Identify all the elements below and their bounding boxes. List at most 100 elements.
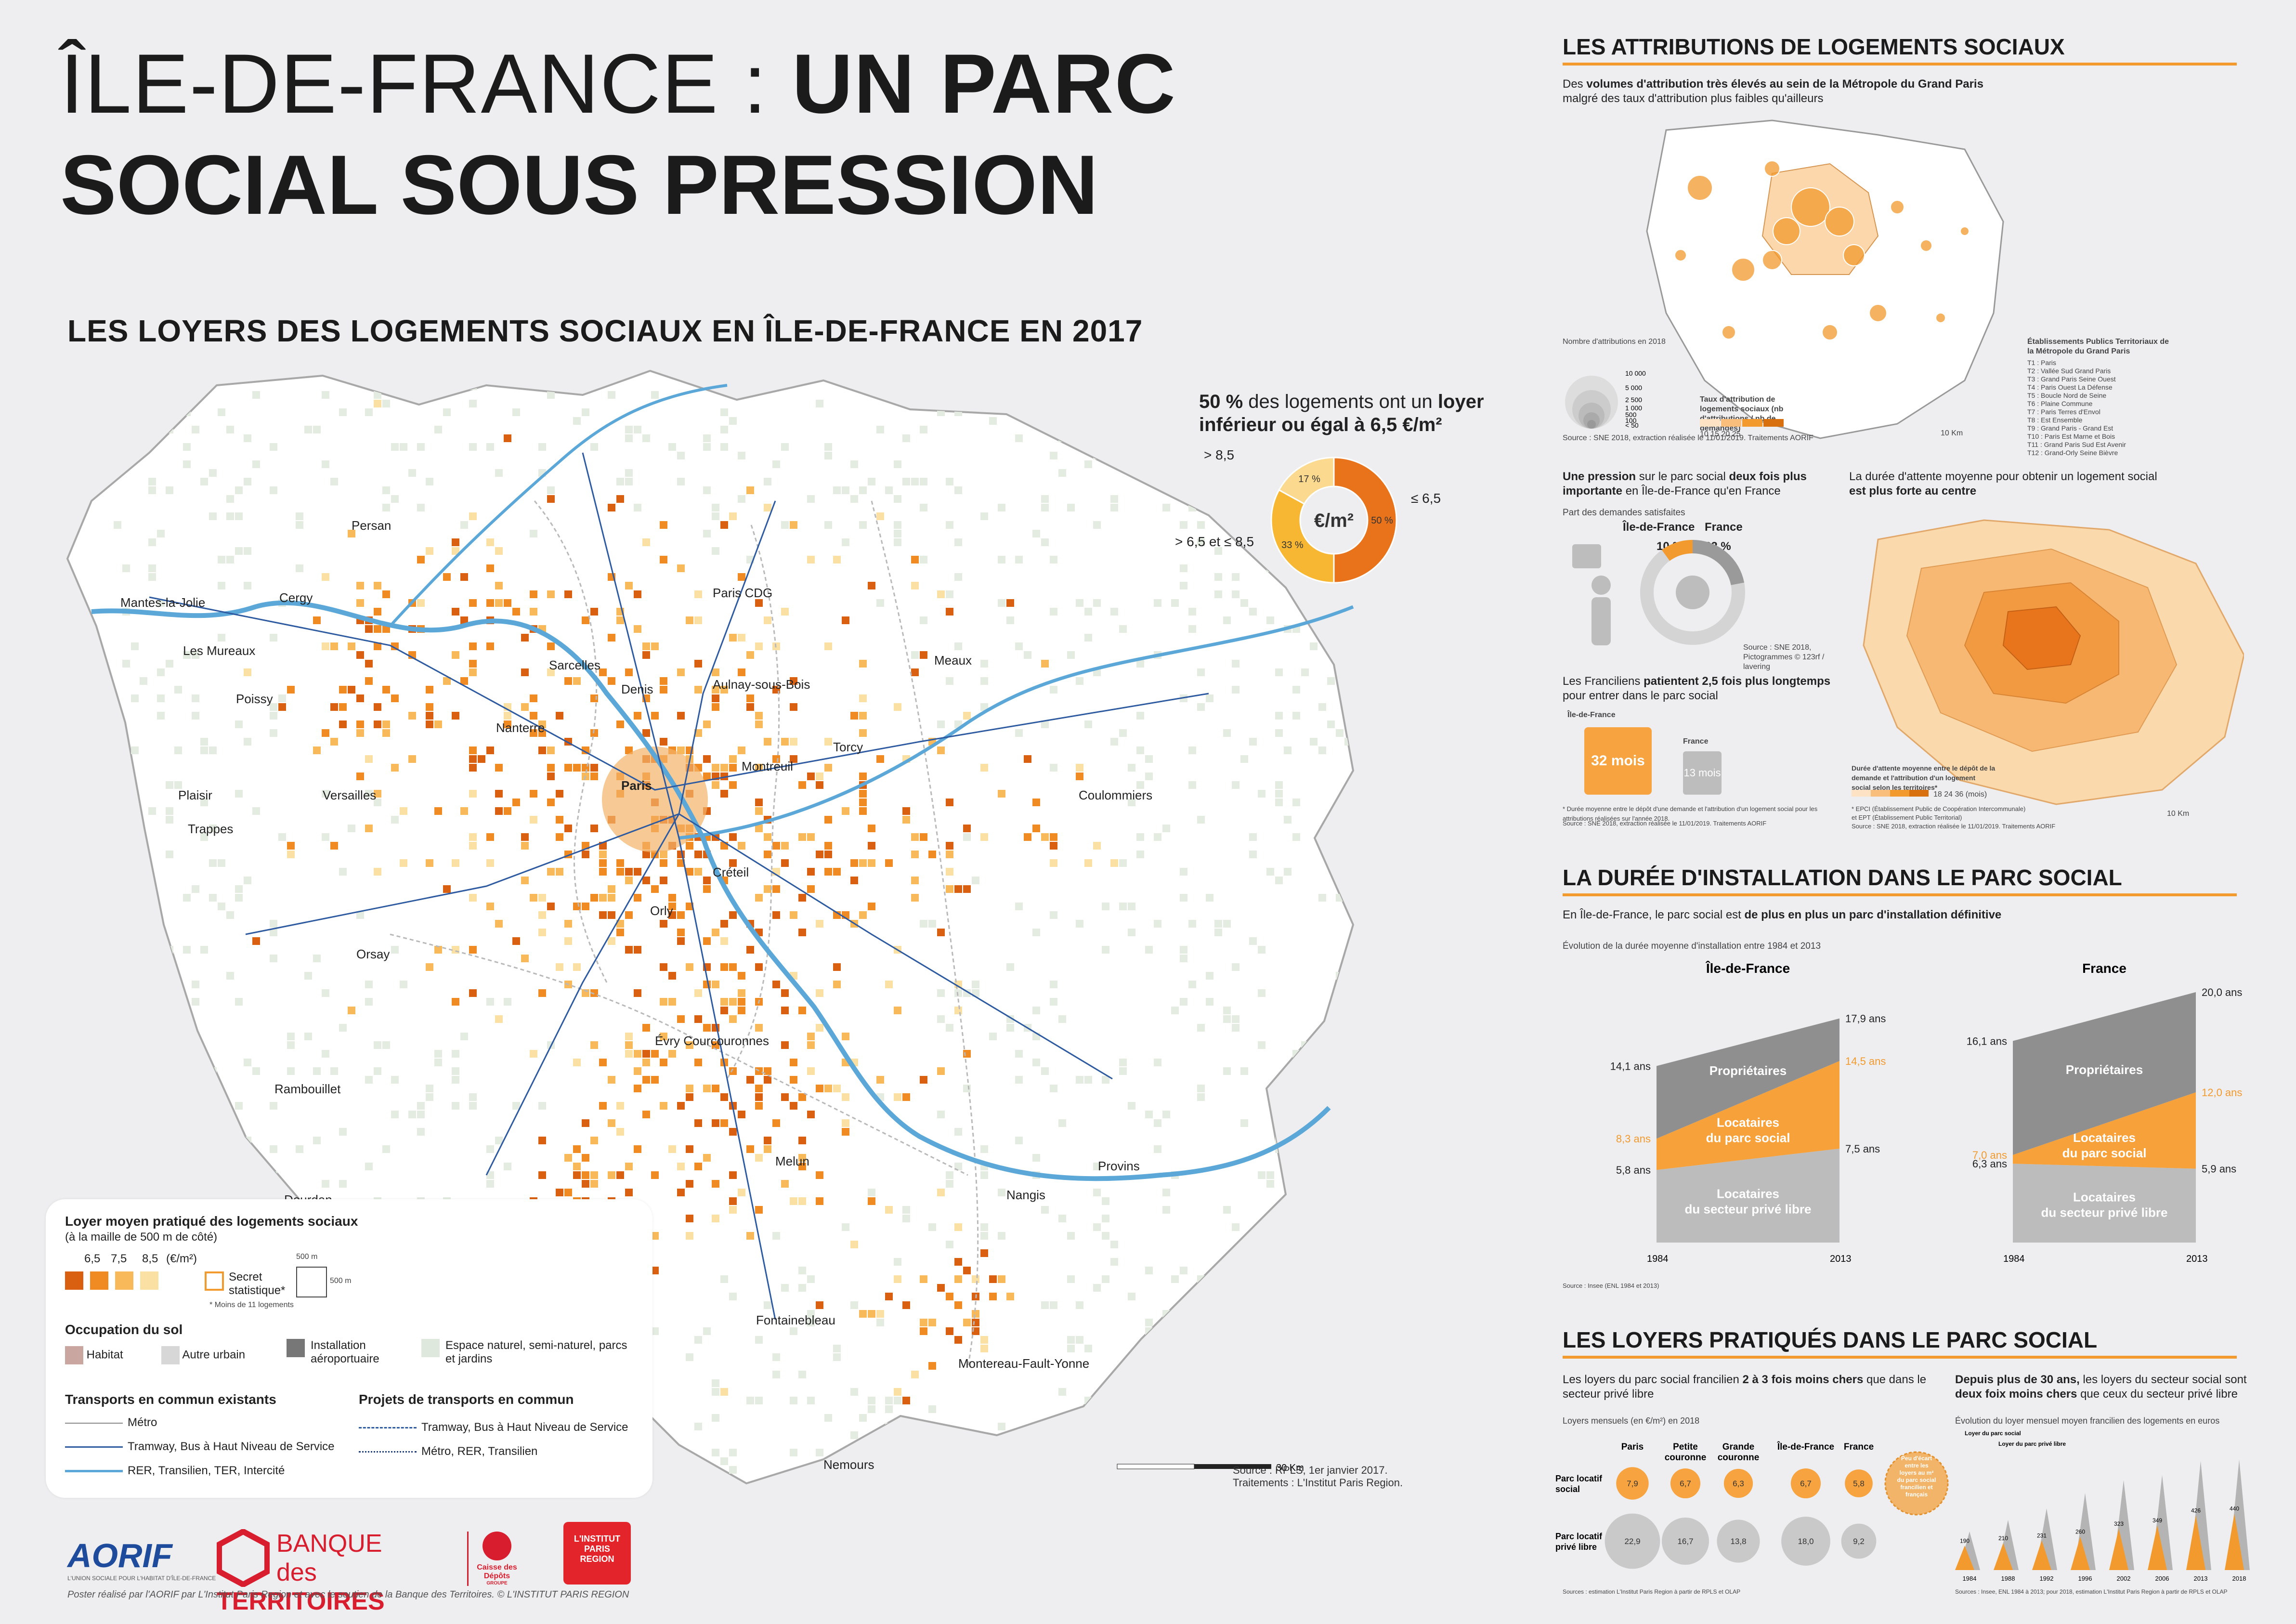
landuse-cell — [200, 946, 208, 954]
rent-cell — [538, 729, 546, 737]
donut-slice — [1270, 489, 1335, 584]
landuse-cell — [859, 486, 867, 494]
landuse-cell — [166, 807, 173, 815]
landuse-cell — [391, 946, 399, 954]
rent-cell — [703, 720, 711, 728]
loyers-bubble-title: Loyers mensuels (en €/m²) en 2018 — [1563, 1416, 1700, 1426]
loyer-legend-prive: Loyer du parc privé libre — [1998, 1441, 2066, 1447]
rent-cell — [642, 877, 650, 884]
town-label: Orly — [650, 904, 673, 918]
landuse-cell — [365, 1163, 373, 1170]
paris-core — [602, 747, 708, 852]
landuse-cell — [1301, 668, 1309, 676]
landuse-cell — [1067, 1345, 1075, 1352]
rent-cell — [616, 1128, 624, 1136]
rent-cell — [902, 1397, 910, 1404]
landuse-cell — [807, 1310, 815, 1318]
landuse-cell — [1145, 755, 1153, 763]
loyers-right-post: que ceux du secteur privé libre — [2080, 1388, 2238, 1401]
landuse-cell — [1136, 781, 1144, 789]
ept-item: T5 : Boucle Nord de Seine — [2027, 392, 2107, 399]
landuse-cell — [972, 1440, 979, 1448]
landuse-cell — [374, 799, 381, 806]
landuse-cell — [720, 1275, 728, 1283]
rent-cell — [538, 929, 546, 936]
rent-cell — [512, 937, 520, 945]
rent-cell — [850, 1241, 858, 1248]
rent-cell — [807, 833, 815, 841]
landuse-cell — [235, 998, 243, 1006]
landuse-cell — [235, 790, 243, 798]
landuse-cell — [530, 530, 537, 537]
installation-area — [1657, 1018, 1839, 1139]
rent-cell — [564, 937, 572, 945]
rent-cell — [287, 851, 295, 858]
rent-cell — [556, 712, 563, 720]
landuse-cell — [1154, 1145, 1161, 1153]
landuse-cell — [694, 1336, 702, 1344]
rent-cell — [634, 1050, 641, 1058]
landuse-cell — [339, 1180, 347, 1188]
rent-cell — [1006, 1293, 1014, 1300]
rent-cell — [1084, 859, 1092, 867]
rent-cell — [755, 764, 763, 772]
town-label: Torcy — [833, 740, 863, 754]
rent-cell — [642, 1111, 650, 1118]
rent-cell — [547, 868, 555, 876]
landuse-cell — [790, 1449, 797, 1456]
rent-cell — [590, 1041, 598, 1049]
rent-cell — [1032, 799, 1040, 806]
landuse-cell — [1180, 521, 1187, 529]
landuse-cell — [192, 712, 199, 720]
landuse-cell — [824, 452, 832, 459]
rent-cell — [582, 1119, 589, 1127]
ept-item: T10 : Paris Est Marne et Bois — [2027, 432, 2115, 440]
rent-cell — [356, 773, 364, 780]
occ-airport-label: Installation aéroportuaire — [311, 1339, 379, 1365]
landuse-cell — [261, 1180, 269, 1188]
landuse-cell — [1310, 1353, 1318, 1361]
department-boundaries — [390, 500, 979, 1368]
rent-cell — [1024, 755, 1031, 763]
rent-cell — [816, 773, 823, 780]
rent-cell — [486, 747, 494, 754]
rent-cell — [634, 1085, 641, 1092]
secret-swatch — [205, 1271, 224, 1291]
rent-cell — [651, 1232, 659, 1240]
landuse-cell — [226, 495, 234, 503]
landuse-cell — [122, 833, 130, 841]
rent-cell — [408, 712, 416, 720]
rent-cell — [365, 825, 373, 832]
landuse-cell — [1249, 608, 1257, 616]
rent-cell — [547, 764, 555, 772]
rent-cell — [850, 859, 858, 867]
donut-label-high: > 8,5 — [1204, 447, 1235, 462]
landuse-cell — [1136, 660, 1144, 668]
rent-cell — [703, 981, 711, 988]
landuse-cell — [1006, 963, 1014, 971]
landuse-cell — [1336, 1362, 1344, 1370]
installation-value-left: 8,3 ans — [1616, 1133, 1651, 1145]
landuse-cell — [287, 1067, 295, 1075]
rent-cell — [660, 998, 667, 1006]
rent-cell — [885, 1293, 893, 1300]
landuse-cell — [469, 443, 477, 451]
rent-cell — [989, 1293, 997, 1300]
landuse-cell — [1058, 1119, 1066, 1127]
landuse-cell — [894, 1423, 901, 1430]
town-label: Aulnay-sous-Bois — [713, 677, 810, 692]
rent-cell — [625, 1033, 633, 1040]
rent-cell — [755, 720, 763, 728]
rent-cell — [616, 1171, 624, 1179]
landuse-cell — [946, 1171, 953, 1179]
taux-swatch — [1763, 419, 1784, 427]
landuse-cell — [209, 894, 217, 902]
attente-source: Source : SNE 2018, extraction réalisée l… — [1852, 823, 2056, 830]
rent-cell — [590, 989, 598, 997]
taux-swatch — [1700, 419, 1720, 427]
gauge-idf-arc — [1661, 540, 1693, 561]
rent-cell — [790, 738, 797, 746]
landuse-cell — [166, 816, 173, 824]
attrib-intro-pre: Des — [1563, 78, 1583, 91]
landuse-cell — [391, 443, 399, 451]
